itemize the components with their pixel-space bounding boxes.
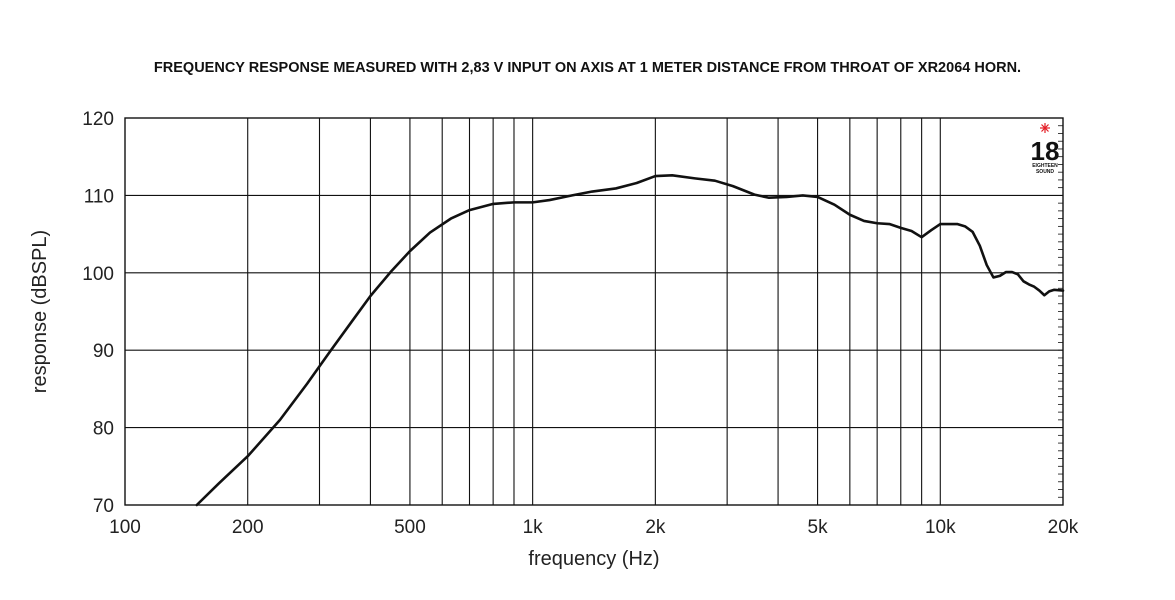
logo-number: 18 (1031, 136, 1060, 166)
chart-title: FREQUENCY RESPONSE MEASURED WITH 2,83 V … (153, 60, 1022, 76)
x-axis-label: frequency (Hz) (528, 548, 659, 570)
y-tick-labels: 70 80 90 100 110 120 (82, 109, 114, 517)
x-tick-label: 200 (232, 517, 264, 538)
y-tick-label: 110 (84, 186, 114, 207)
x-tick-label: 10k (925, 517, 956, 538)
plot-frame (124, 117, 1064, 506)
x-tick-label: 20k (1048, 517, 1079, 538)
x-tick-labels: 100 200 500 1k 2k 5k 10k 20k (109, 517, 1079, 538)
logo-subtitle: EIGHTEEN (1032, 163, 1058, 169)
x-tick-label: 2k (645, 517, 666, 538)
y-tick-label: 70 (93, 496, 114, 517)
series-line-0 (195, 173, 1065, 507)
logo-star-icon (1040, 123, 1050, 133)
y-tick-label: 80 (93, 419, 114, 440)
y-axis-label: response (dBSPL) (29, 230, 51, 393)
x-tick-label: 500 (394, 517, 426, 538)
y-tick-label: 120 (82, 109, 114, 130)
logo-subtitle-2: SOUND (1036, 169, 1054, 175)
y-tick-label: 100 (82, 264, 114, 285)
minor-ticks (1058, 117, 1063, 506)
x-tick-label: 1k (523, 517, 544, 538)
eighteen-sound-logo: 18 EIGHTEEN SOUND (1031, 123, 1060, 175)
x-tick-label: 5k (808, 517, 829, 538)
y-tick-label: 90 (93, 341, 114, 362)
grid (125, 118, 1063, 505)
x-tick-label: 100 (109, 517, 141, 538)
series-group (195, 173, 1065, 507)
